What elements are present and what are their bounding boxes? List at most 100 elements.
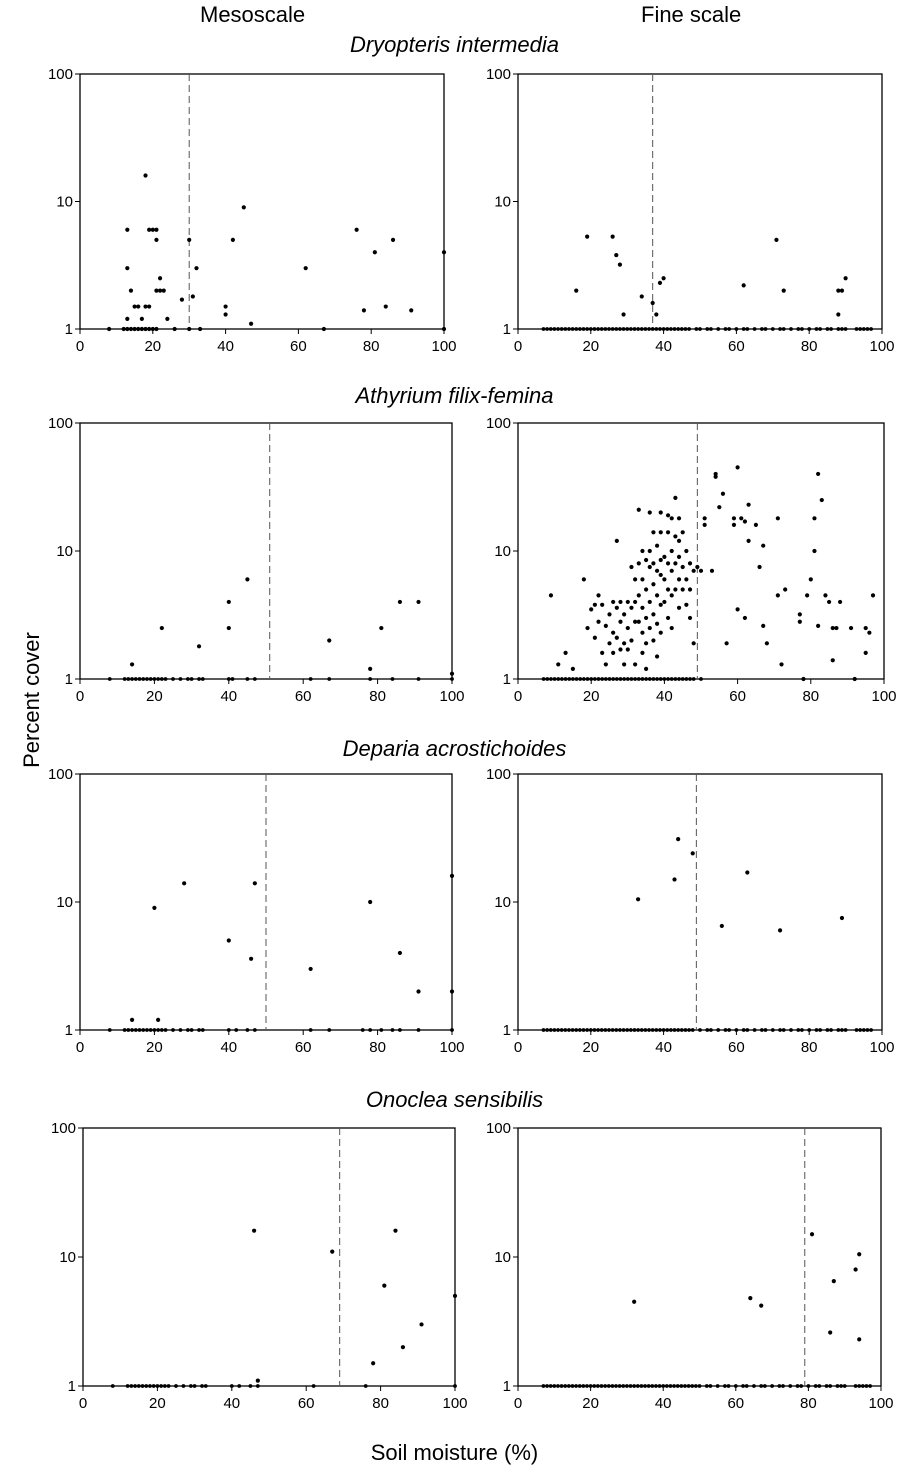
data-point-zero — [148, 677, 153, 681]
data-point — [382, 1283, 387, 1288]
data-point — [836, 288, 841, 293]
data-point — [669, 625, 674, 631]
data-point — [136, 304, 141, 309]
data-point-zero — [734, 1028, 739, 1032]
data-point-zero — [163, 677, 168, 681]
data-point — [610, 234, 615, 239]
x-tick-label: 80 — [801, 338, 818, 355]
data-point-zero — [577, 1028, 582, 1032]
data-point — [823, 593, 828, 598]
x-tick-label: 0 — [76, 338, 84, 355]
data-point — [449, 989, 455, 994]
data-point — [611, 599, 616, 605]
data-point-zero — [599, 1028, 604, 1032]
data-point — [713, 474, 718, 479]
data-point — [226, 625, 231, 631]
data-point — [830, 658, 835, 663]
data-point-zero — [813, 1384, 818, 1388]
x-tick-label: 60 — [298, 1395, 315, 1412]
data-point — [330, 1249, 335, 1254]
data-point-zero — [133, 1028, 138, 1032]
data-point — [419, 1322, 424, 1327]
data-point-zero — [621, 1028, 626, 1032]
data-point-zero — [450, 1028, 454, 1032]
data-point-zero — [643, 1384, 647, 1388]
data-point-zero — [311, 1384, 316, 1388]
data-point-zero — [709, 327, 713, 331]
x-tick-label: 60 — [728, 1039, 745, 1056]
data-point — [636, 897, 641, 902]
data-point-zero — [770, 1028, 775, 1032]
data-point-zero — [327, 1028, 332, 1032]
data-point — [143, 173, 148, 178]
data-point — [644, 615, 649, 621]
y-tick-label: 10 — [494, 1249, 511, 1266]
data-point-zero — [861, 1028, 866, 1032]
x-tick-label: 60 — [295, 1039, 312, 1056]
data-point-zero — [858, 1028, 863, 1032]
data-point-zero — [148, 1028, 153, 1032]
data-point — [669, 516, 674, 521]
data-point-zero — [723, 327, 728, 331]
data-point-zero — [548, 1384, 553, 1388]
data-point — [157, 276, 163, 281]
data-point — [673, 561, 678, 566]
data-point-zero — [818, 327, 823, 331]
data-point-zero — [130, 1028, 134, 1032]
data-point-zero — [541, 677, 546, 681]
data-point-zero — [541, 1028, 546, 1032]
data-point-zero — [762, 1384, 767, 1388]
data-point — [107, 326, 112, 332]
data-point-zero — [574, 1028, 579, 1032]
data-point — [379, 625, 384, 631]
data-point-zero — [548, 1028, 553, 1032]
data-point — [187, 237, 192, 242]
data-point-zero — [152, 677, 157, 681]
data-point-zero — [592, 677, 597, 681]
data-point — [774, 237, 779, 242]
data-point-zero — [136, 1384, 141, 1388]
data-point — [150, 326, 155, 332]
data-point — [255, 1378, 260, 1383]
data-point-zero — [617, 1384, 622, 1388]
data-point-zero — [360, 1028, 365, 1032]
data-point — [797, 612, 802, 617]
data-point — [669, 568, 674, 573]
data-point — [654, 593, 660, 598]
data-point-zero — [245, 677, 250, 681]
data-point-zero — [585, 327, 590, 331]
data-point-zero — [629, 677, 634, 681]
x-tick-label: 60 — [728, 338, 745, 355]
data-point-zero — [416, 1028, 421, 1032]
data-point-zero — [669, 677, 674, 681]
data-point-zero — [595, 1384, 600, 1388]
data-point-zero — [567, 327, 571, 331]
x-tick-label: 80 — [801, 1039, 818, 1056]
data-point-zero — [581, 677, 586, 681]
data-point — [143, 304, 148, 309]
data-point-zero — [686, 1384, 691, 1388]
x-tick-label: 100 — [869, 1039, 894, 1056]
data-point-zero — [636, 327, 641, 331]
data-point-zero — [636, 1028, 641, 1032]
data-point-zero — [759, 1028, 764, 1032]
data-point — [636, 593, 641, 598]
data-point-zero — [552, 1028, 557, 1032]
data-point-zero — [145, 677, 149, 681]
data-point — [603, 662, 608, 667]
x-tick-label: 40 — [655, 1395, 672, 1412]
data-point — [684, 548, 689, 554]
data-point — [393, 1228, 398, 1233]
data-point-zero — [655, 677, 659, 681]
data-point-zero — [676, 1028, 681, 1032]
data-point-zero — [858, 327, 863, 331]
y-tick-label: 100 — [51, 1120, 76, 1137]
plot-frame — [79, 422, 453, 680]
data-point-zero — [800, 1028, 804, 1032]
data-point — [147, 304, 152, 309]
data-point-zero — [661, 1028, 666, 1032]
data-point — [669, 593, 674, 598]
data-point-zero — [248, 1384, 253, 1388]
data-point-zero — [197, 1028, 201, 1032]
data-point — [673, 534, 678, 539]
